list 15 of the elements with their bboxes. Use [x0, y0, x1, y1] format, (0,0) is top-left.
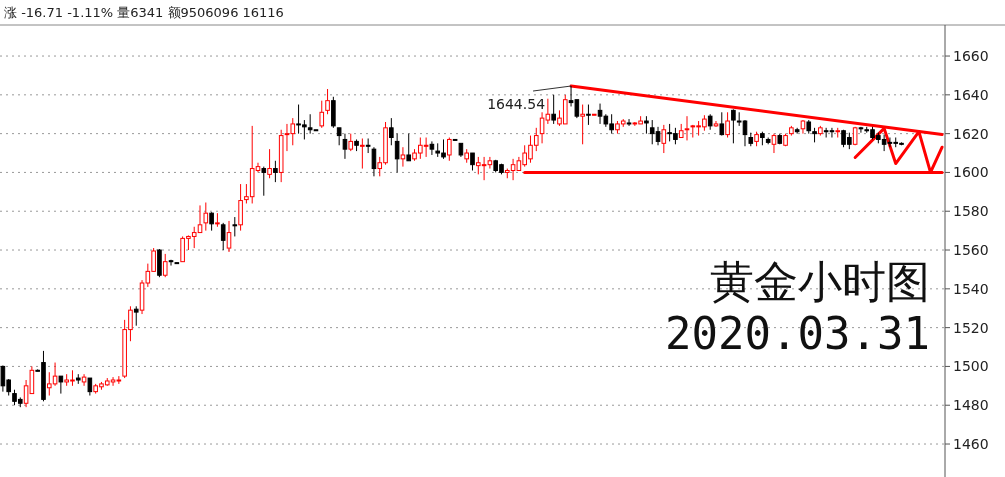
y-tick-label: 1600: [953, 164, 989, 181]
y-tick-label: 1620: [953, 125, 989, 142]
y-tick-label: 1660: [953, 48, 989, 65]
y-tick-label: 1540: [953, 280, 989, 297]
annotation: 1644.54: [487, 96, 546, 113]
y-tick-label: 1500: [953, 358, 989, 375]
annotation: 黄金小时图: [710, 256, 930, 307]
y-tick-label: 1520: [953, 319, 989, 336]
y-tick-label: 1640: [953, 86, 989, 103]
y-tick-label: 1460: [953, 436, 989, 453]
annotation: 2020.03.31: [665, 308, 930, 359]
chart-title: 涨 -16.71 -1.11% 量6341 额9506096 16116: [4, 5, 284, 20]
y-tick-label: 1560: [953, 242, 989, 259]
y-tick-label: 1580: [953, 203, 989, 220]
y-tick-label: 1480: [953, 397, 989, 414]
